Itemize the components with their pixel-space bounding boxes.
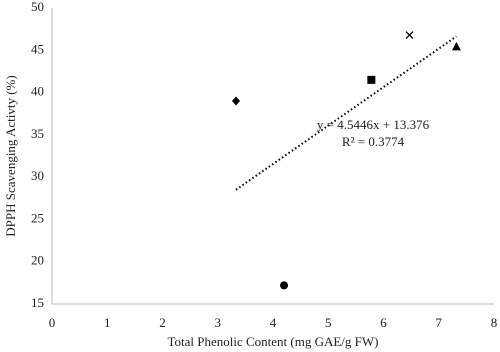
x-tick-label: 2 [159, 315, 166, 330]
x-axis-title: Total Phenolic Content (mg GAE/g FW) [167, 334, 378, 349]
y-tick-label: 15 [31, 295, 44, 310]
y-tick-label: 45 [31, 41, 44, 56]
equation-label: y = 4.5446x + 13.376 [317, 117, 430, 132]
x-tick-label: 4 [270, 315, 277, 330]
y-tick-label: 30 [31, 168, 44, 183]
x-tick-label: 1 [104, 315, 111, 330]
point [405, 31, 414, 40]
y-tick-label: 25 [31, 210, 44, 225]
x-tick-label: 5 [325, 315, 332, 330]
y-tick-label: 20 [31, 253, 44, 268]
x-tick-label: 8 [491, 315, 498, 330]
y-tick-label: 40 [31, 84, 44, 99]
y-axis-title: DPPH Scavenging Activty (%) [3, 75, 18, 236]
x-tick-label: 6 [380, 315, 387, 330]
x-tick-label: 0 [49, 315, 56, 330]
y-tick-label: 50 [31, 0, 44, 14]
x-tick-label: 3 [215, 315, 222, 330]
point [367, 75, 376, 84]
x-tick-label: 7 [436, 315, 443, 330]
point [231, 96, 240, 106]
y-tick-label: 35 [31, 126, 44, 141]
point [451, 41, 461, 51]
trendline [235, 35, 458, 191]
r-squared-label: R² = 0.3774 [342, 134, 405, 149]
point [280, 281, 289, 290]
